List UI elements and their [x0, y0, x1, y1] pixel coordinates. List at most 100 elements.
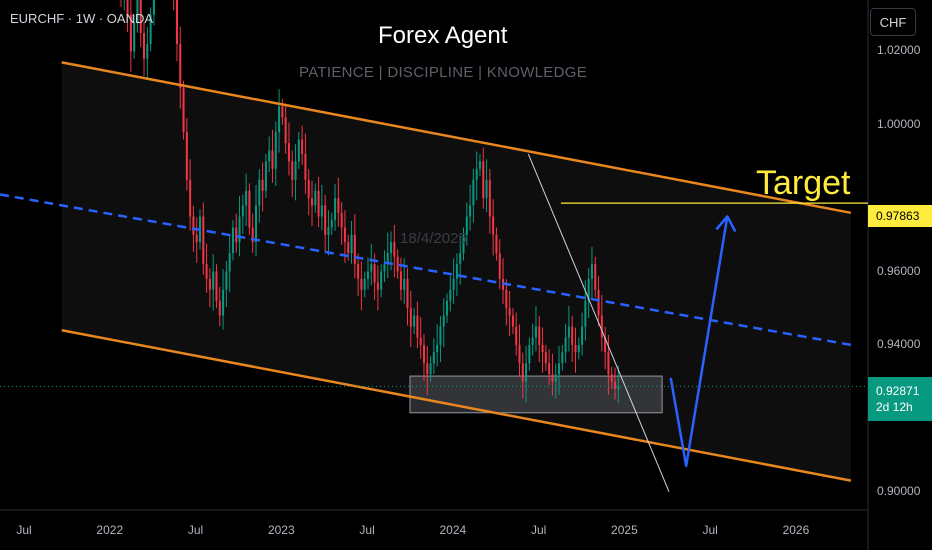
candle-body	[554, 374, 557, 382]
candle-body	[202, 216, 205, 265]
candle-body	[475, 168, 478, 180]
candle-body	[357, 264, 360, 279]
time-axis-tick: 2026	[782, 523, 810, 537]
target-label: Target	[756, 164, 851, 202]
channel-upper-line	[61, 61, 852, 215]
candle-body	[495, 234, 498, 254]
time-axis-tick: 2024	[439, 523, 467, 537]
candle-body	[597, 289, 600, 316]
candle-body	[511, 315, 514, 327]
symbol-label[interactable]: EURCHF · 1W · OANDA	[10, 11, 153, 26]
candle-body	[429, 363, 432, 375]
candle-body	[317, 190, 320, 217]
candle-body	[498, 253, 501, 279]
candle-body	[149, 14, 152, 45]
candle-body	[248, 190, 251, 228]
candle-body	[205, 264, 208, 279]
candle-body	[353, 234, 356, 265]
candle-body	[231, 227, 234, 254]
candle-body	[478, 161, 481, 169]
candle-body	[192, 216, 195, 235]
candle-body	[399, 271, 402, 290]
candle-body	[235, 227, 238, 243]
candle-body	[544, 352, 547, 364]
candle-body	[541, 344, 544, 353]
candle-body	[366, 271, 370, 279]
currency-button[interactable]: CHF	[870, 8, 916, 36]
candle-body	[373, 264, 376, 283]
time-axis-tick: 2023	[267, 523, 295, 537]
candle-body	[465, 216, 468, 235]
candle-body	[485, 179, 488, 199]
candle-body	[551, 374, 554, 382]
candle-body	[538, 326, 541, 345]
candle-body	[278, 106, 281, 133]
current-price-value: 0.92871	[876, 384, 920, 398]
candle-body	[320, 205, 323, 217]
time-axis-tick: Jul	[702, 523, 718, 537]
candle-body	[324, 205, 327, 235]
support-zone	[409, 375, 663, 414]
candle-body	[291, 161, 294, 180]
candle-body	[136, 0, 139, 23]
candle-body	[432, 352, 435, 364]
candle-body	[189, 179, 192, 217]
candle-body	[380, 271, 383, 290]
price-axis-tick: 0.90000	[877, 483, 921, 498]
candle-body	[419, 337, 422, 345]
candle-body	[228, 253, 231, 272]
candle-body	[604, 337, 607, 353]
candle-body	[175, 0, 178, 45]
candle-body	[360, 278, 363, 290]
candle-body	[406, 278, 409, 309]
candle-body	[413, 315, 416, 327]
candle-body	[548, 363, 551, 375]
candle-body	[330, 220, 333, 228]
candle-body	[212, 271, 215, 290]
time-axis-tick: Jul	[187, 523, 204, 537]
candle-body	[133, 22, 136, 52]
candle-body	[584, 300, 587, 327]
candle-body	[284, 117, 287, 144]
candle-body	[126, 0, 129, 15]
candle-body	[343, 227, 346, 243]
candle-body	[251, 227, 254, 243]
candle-body	[393, 242, 396, 257]
candle-body	[426, 363, 429, 375]
candle-body	[301, 139, 304, 155]
candle-body	[574, 344, 577, 353]
candle-body	[422, 344, 426, 364]
candle-body	[492, 216, 495, 235]
candle-body	[515, 326, 518, 345]
candle-body	[386, 253, 389, 265]
candle-body	[254, 205, 258, 243]
candle-body	[525, 363, 528, 382]
candle-body	[383, 264, 386, 272]
candle-body	[613, 381, 617, 389]
candle-body	[215, 271, 218, 301]
candle-body	[577, 344, 580, 353]
candle-body	[528, 344, 531, 364]
time-axis-tick: 2025	[611, 523, 638, 537]
candle-body	[581, 326, 584, 345]
candle-body	[314, 190, 317, 206]
candle-body	[567, 326, 570, 338]
candle-body	[268, 150, 271, 162]
brand-tagline: PATIENCE | DISCIPLINE | KNOWLEDGE	[299, 64, 588, 81]
target-price-value: 0.97863	[876, 209, 920, 223]
candle-body	[403, 278, 406, 290]
candle-body	[590, 264, 593, 279]
channel-lower-line	[61, 328, 852, 482]
candle-body	[139, 0, 142, 34]
candle-body	[452, 278, 455, 290]
date-watermark: 18/4/2025	[400, 230, 467, 247]
time-axis-tick: Jul	[16, 523, 32, 537]
candle-body	[571, 326, 574, 345]
candle-body	[347, 242, 350, 254]
candle-body	[449, 289, 452, 301]
candle-body	[436, 344, 439, 353]
bar-countdown: 2d 12h	[876, 400, 913, 414]
candle-body	[261, 179, 264, 191]
candle-body	[472, 179, 475, 206]
